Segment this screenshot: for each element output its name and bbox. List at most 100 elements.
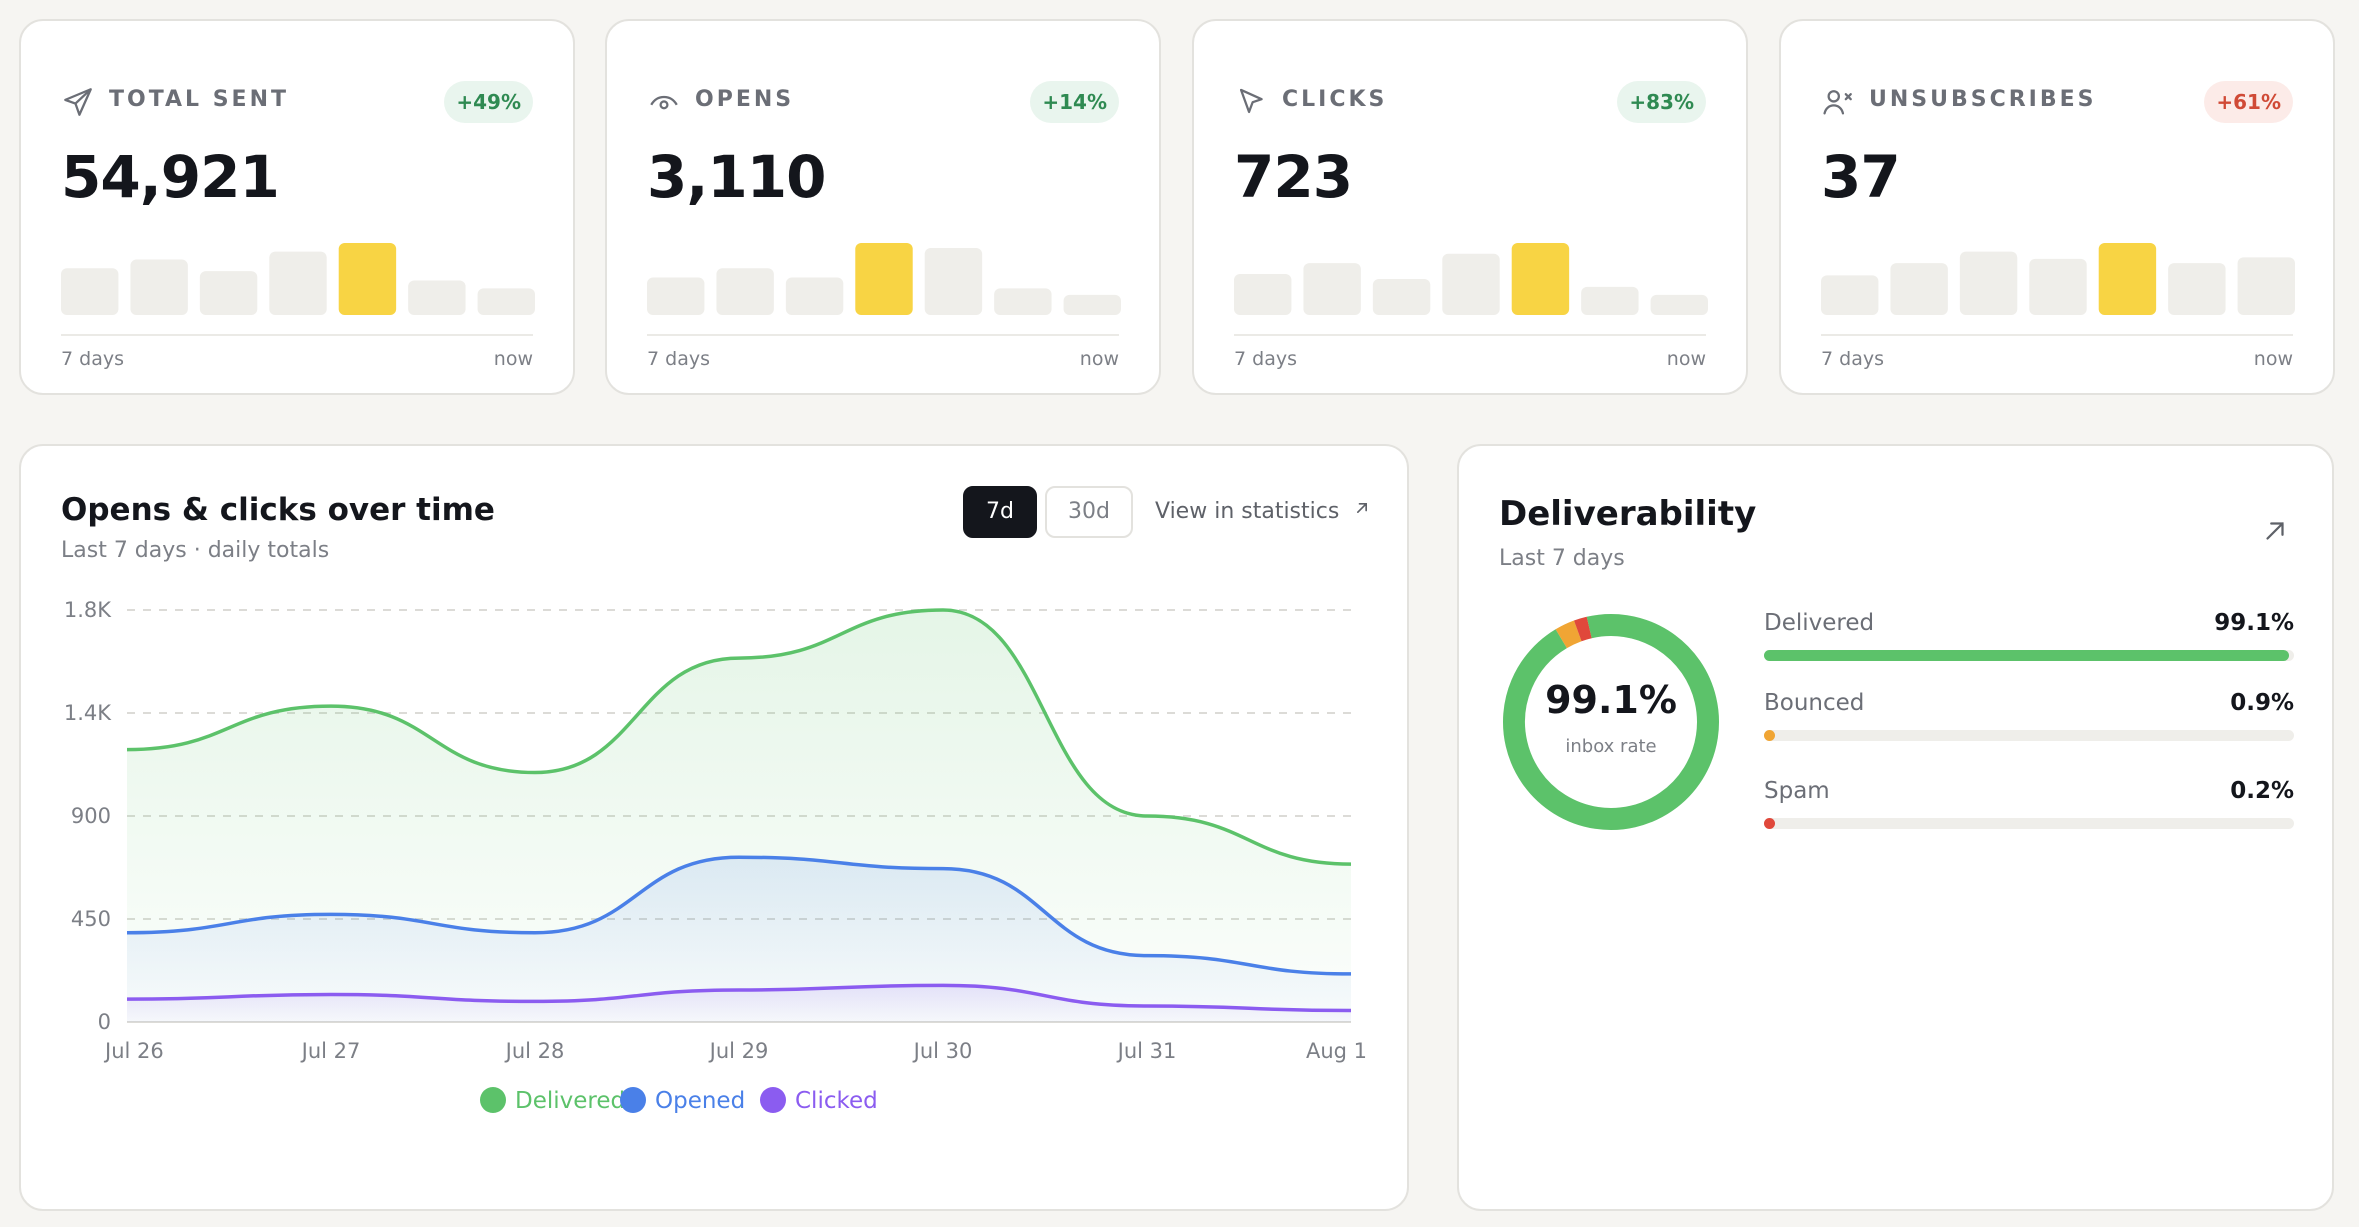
range-30d-button[interactable]: 30d — [1045, 486, 1133, 538]
y-tick-label: 0 — [98, 1010, 111, 1034]
stat-card-opens[interactable]: OPENS +14% 3,110 7 days now — [605, 19, 1161, 395]
donut-segment-spam — [1503, 614, 1719, 830]
metric-fill — [1764, 730, 1775, 741]
spark-bar — [477, 288, 535, 315]
spark-bar — [1511, 243, 1570, 315]
spark-bar — [1063, 294, 1121, 315]
sparkline-baseline — [1234, 334, 1706, 336]
spark-bar — [2098, 243, 2157, 315]
donut-segment-bounced — [1503, 614, 1719, 830]
legend-swatch-opened — [620, 1087, 646, 1113]
stat-value: 37 — [1821, 143, 1901, 211]
metric-value: 0.9% — [2230, 690, 2294, 716]
metric-delivered: Delivered 99.1% — [1764, 610, 2294, 670]
spark-bar — [2168, 263, 2226, 315]
deliverability-title: Deliverability — [1499, 494, 1757, 534]
line-clicked — [126, 983, 1352, 1013]
change-badge: +49% — [444, 81, 533, 123]
stat-label: OPENS — [695, 87, 795, 112]
sparkline-baseline — [61, 334, 533, 336]
y-tick-label: 900 — [71, 804, 111, 828]
stat-card-header: CLICKS +83% — [1234, 81, 1706, 125]
spark-bar — [1234, 273, 1292, 315]
spark-bar — [1581, 286, 1639, 315]
x-tick-label: Jul 31 — [1116, 1039, 1177, 1063]
spark-bar — [1821, 275, 1879, 315]
metric-fill — [1764, 818, 1775, 829]
arrow-up-right-icon[interactable] — [2260, 516, 2290, 546]
line-delivered — [126, 608, 1352, 866]
legend-label-opened[interactable]: Opened — [655, 1088, 745, 1114]
stat-value: 723 — [1234, 143, 1353, 211]
chart-title: Opens & clicks over time — [61, 492, 495, 528]
sparkline-start-label: 7 days — [1821, 348, 1884, 370]
line-opened — [126, 855, 1352, 976]
sparkline — [647, 243, 1121, 315]
stat-label: UNSUBSCRIBES — [1869, 87, 2097, 112]
spark-bar — [338, 243, 397, 315]
spark-bar — [1442, 253, 1500, 315]
spark-bar — [130, 259, 188, 315]
change-badge: +61% — [2204, 81, 2293, 123]
stat-card-total-sent[interactable]: TOTAL SENT +49% 54,921 7 days now — [19, 19, 575, 395]
spark-bar — [61, 268, 119, 315]
eye-icon — [650, 95, 678, 110]
spark-bar — [716, 268, 774, 315]
sparkline-baseline — [1821, 334, 2293, 336]
stat-value: 3,110 — [647, 143, 826, 211]
metric-track — [1764, 650, 2294, 661]
opens-clicks-chart-card: 0 450 900 1.4K 1.8K Jul 26 Jul 27 Jul 28 Jul 29 J… — [19, 444, 1409, 1211]
x-tick-label: Jul 28 — [504, 1039, 565, 1063]
spark-bar — [994, 288, 1052, 315]
metric-value: 99.1% — [2214, 610, 2294, 636]
spark-bar — [1959, 251, 2018, 315]
view-in-statistics-link[interactable]: View in statistics — [1155, 498, 1372, 524]
legend-label-clicked[interactable]: Clicked — [795, 1088, 878, 1114]
sparkline-start-label: 7 days — [61, 348, 124, 370]
stat-card-clicks[interactable]: CLICKS +83% 723 7 days now — [1192, 19, 1748, 395]
stat-label: CLICKS — [1282, 87, 1388, 112]
cursor-icon — [1239, 88, 1263, 114]
change-badge: +83% — [1617, 81, 1706, 123]
x-tick-label: Jul 27 — [300, 1039, 361, 1063]
inbox-rate-donut — [1503, 614, 1719, 830]
legend-label-delivered[interactable]: Delivered — [515, 1088, 625, 1114]
spark-bar — [647, 277, 705, 315]
deliverability-card: Deliverability Last 7 days 99.1% inbox r… — [1457, 444, 2334, 1211]
chart-subtitle: Last 7 days · daily totals — [61, 538, 330, 563]
stat-value: 54,921 — [61, 143, 280, 211]
x-tick-label: Jul 30 — [912, 1039, 973, 1063]
sparkline-end-label: now — [493, 348, 533, 370]
spark-bar — [2029, 258, 2087, 315]
donut-segment-delivered — [1503, 614, 1719, 830]
y-tick-label: 450 — [71, 907, 111, 931]
sparkline — [1234, 243, 1708, 315]
area-clicked — [127, 985, 1351, 1022]
metric-name: Spam — [1764, 778, 1830, 804]
sparkline-end-label: now — [2253, 348, 2293, 370]
x-tick-label: Aug 1 — [1306, 1039, 1367, 1063]
metric-fill — [1764, 650, 2290, 661]
metric-value: 0.2% — [2230, 778, 2294, 804]
range-7d-button[interactable]: 7d — [963, 486, 1037, 538]
spark-bar — [408, 280, 466, 315]
arrow-up-right-icon — [1357, 503, 1368, 513]
area-opened — [127, 857, 1351, 1022]
legend-swatch-clicked — [760, 1087, 786, 1113]
stat-card-unsubscribes[interactable]: UNSUBSCRIBES +61% 37 7 days now — [1779, 19, 2335, 395]
stat-card-header: UNSUBSCRIBES +61% — [1821, 81, 2293, 125]
x-tick-label: Jul 29 — [708, 1039, 769, 1063]
change-badge: +14% — [1030, 81, 1119, 123]
opens-clicks-chart: 0 450 900 1.4K 1.8K Jul 26 Jul 27 Jul 28 Jul 29 J… — [64, 598, 1367, 1114]
sparkline-end-label: now — [1666, 348, 1706, 370]
metric-name: Delivered — [1764, 610, 1875, 636]
sparkline — [1821, 243, 2295, 315]
stat-label: TOTAL SENT — [109, 87, 290, 112]
spark-bar — [785, 277, 844, 315]
inbox-rate-caption: inbox rate — [1565, 736, 1657, 757]
deliverability-subtitle: Last 7 days — [1499, 546, 1625, 571]
metric-track — [1764, 818, 2294, 829]
x-tick-label: Jul 26 — [103, 1039, 164, 1063]
sparkline-start-label: 7 days — [1234, 348, 1297, 370]
stat-card-header: TOTAL SENT +49% — [61, 81, 533, 125]
